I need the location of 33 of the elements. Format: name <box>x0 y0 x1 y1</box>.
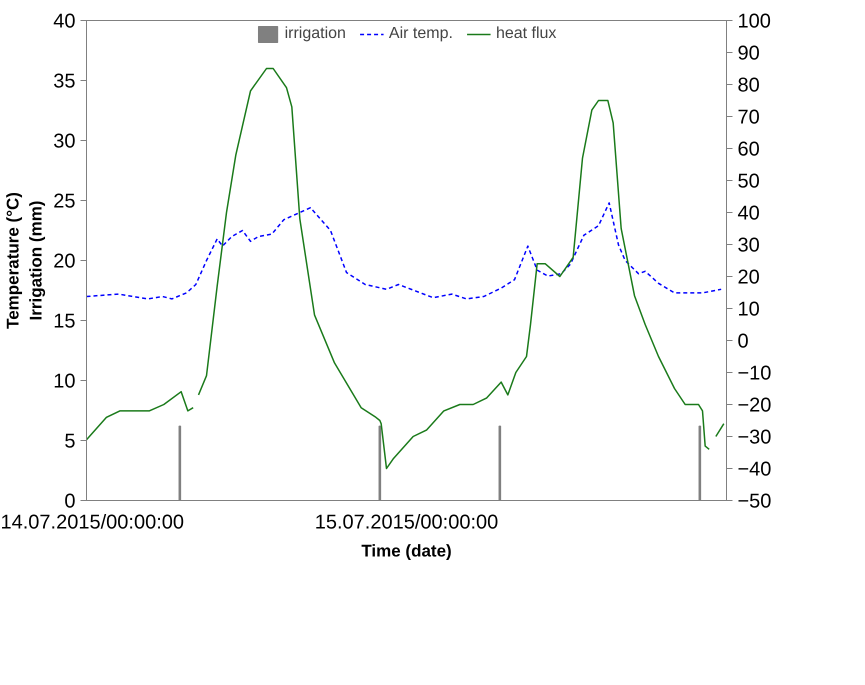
y2-tick-label: 70 <box>738 106 760 128</box>
y-axis-title: Temperature (°C) Irrigation (mm) <box>3 192 46 329</box>
line-series <box>86 202 722 300</box>
y-tick-label: 40 <box>53 10 76 32</box>
y-tick-label: 20 <box>53 250 76 272</box>
y2-tick-label: 30 <box>738 234 760 256</box>
y2-tick-label: 100 <box>738 10 771 32</box>
legend-label: irrigation <box>284 25 346 43</box>
y2-tick-label: 50 <box>738 170 760 192</box>
y-tick-label: 15 <box>53 310 76 332</box>
y-tick-label: 5 <box>64 430 76 452</box>
y2-tick-label: −10 <box>738 362 772 384</box>
y-tick-label: 0 <box>64 490 76 512</box>
y2-tick-label: 10 <box>738 298 760 320</box>
x-tick-label: 15.07.2015/00:00:00 <box>314 512 498 534</box>
y-tick-label: 10 <box>53 370 76 392</box>
y2-tick-label: 80 <box>738 74 760 96</box>
x-tick-label: 14.07.2015/00:00:00 <box>0 512 184 534</box>
y2-tick-label: −30 <box>738 426 772 448</box>
y-tick-label: 25 <box>53 190 76 212</box>
legend-label: Air temp. <box>388 25 453 43</box>
y2-tick-label: 0 <box>738 330 749 352</box>
y2-tick-label: −20 <box>738 394 772 416</box>
y-tick-label: 30 <box>53 130 76 152</box>
y2-tick-label: −50 <box>738 490 772 512</box>
y2-tick-label: 20 <box>738 266 760 288</box>
x-axis-title: Time (date) <box>361 542 452 560</box>
y2-tick-label: 60 <box>738 138 760 160</box>
y-tick-label: 35 <box>53 70 76 92</box>
y2-tick-label: −40 <box>738 458 772 480</box>
y2-tick-label: 40 <box>738 202 760 224</box>
legend-label: heat flux <box>496 25 556 43</box>
y2-tick-label: 90 <box>738 42 760 64</box>
